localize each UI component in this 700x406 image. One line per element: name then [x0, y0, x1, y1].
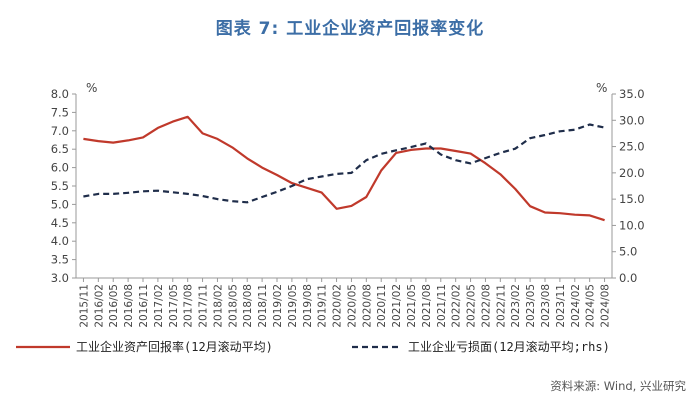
right-tick-label: 15.0: [619, 192, 645, 206]
left-tick-label: 7.0: [51, 124, 69, 138]
x-tick-label: 2021/05: [406, 284, 418, 328]
x-tick-label: 2018/02: [212, 284, 224, 328]
x-tick-label: 2021/08: [421, 284, 433, 328]
right-tick-label: 20.0: [619, 166, 645, 180]
legend-label-loss-ratio: 工业企业亏损面(12月滚动平均;rhs): [408, 339, 610, 354]
chart-lines: [83, 115, 605, 222]
x-tick-label: 2022/08: [480, 284, 492, 328]
source-note: 资料来源: Wind, 兴业研究: [550, 379, 686, 393]
left-tick-label: 4.5: [51, 216, 69, 230]
left-tick-label: 4.0: [51, 234, 69, 248]
right-tick-label: 10.0: [619, 218, 645, 232]
left-tick-label: 7.5: [51, 105, 69, 119]
left-tick-label: 6.5: [51, 142, 69, 156]
left-tick-label: 5.5: [51, 179, 69, 193]
left-unit-label: %: [86, 81, 97, 95]
right-tick-label: 25.0: [619, 140, 645, 154]
x-tick-label: 2023/02: [510, 284, 522, 328]
legend-label-return-rate: 工业企业资产回报率(12月滚动平均): [76, 339, 273, 354]
x-tick-label: 2017/08: [183, 284, 195, 328]
x-tick-label: 2021/02: [391, 284, 403, 328]
chart-legend: 工业企业资产回报率(12月滚动平均) 工业企业亏损面(12月滚动平均;rhs): [16, 339, 610, 354]
left-tick-label: 3.5: [51, 253, 69, 267]
x-tick-label: 2022/05: [466, 284, 478, 328]
x-tick-label: 2019/11: [317, 284, 329, 328]
series-line-return-rate: [83, 115, 605, 222]
x-tick-label: 2017/02: [153, 284, 165, 328]
chart-axes: [75, 94, 613, 279]
left-tick-label: 8.0: [51, 87, 69, 101]
x-tick-label: 2023/11: [555, 284, 567, 328]
x-tick-label: 2020/11: [376, 284, 388, 328]
x-tick-label: 2024/02: [570, 284, 582, 328]
x-tick-label: 2018/08: [242, 284, 254, 328]
x-tick-label: 2019/08: [302, 284, 314, 328]
x-tick-label: 2020/05: [346, 284, 358, 328]
series-line-loss-ratio: [83, 123, 605, 204]
x-tick-label: 2020/08: [361, 284, 373, 328]
x-tick-label: 2024/08: [600, 284, 612, 328]
right-unit-label: %: [596, 81, 607, 95]
right-tick-label: 5.0: [619, 245, 637, 259]
axis-ticks: 3.0 3.5 4.0 4.5 5.0 5.5 6.0 6.5 7.0 7.5 8.0 0.0 5.0 1…: [51, 81, 645, 328]
x-tick-label: 2023/08: [540, 284, 552, 328]
x-tick-label: 2022/11: [495, 284, 507, 328]
x-tick-label: 2017/05: [168, 284, 180, 328]
right-tick-label: 30.0: [619, 113, 645, 127]
left-tick-label: 3.0: [51, 271, 69, 285]
x-tick-label: 2023/05: [525, 284, 537, 328]
x-tick-label: 2016/05: [108, 284, 120, 328]
x-tick-label: 2017/11: [198, 284, 210, 328]
right-tick-label: 0.0: [619, 271, 637, 285]
x-tick-label: 2019/05: [287, 284, 299, 328]
x-tick-label: 2024/05: [585, 284, 597, 328]
left-tick-label: 6.0: [51, 161, 69, 175]
x-tick-label: 2022/02: [451, 284, 463, 328]
left-tick-label: 5.0: [51, 197, 69, 211]
x-tick-label: 2015/11: [78, 284, 90, 328]
x-tick-label: 2018/05: [227, 284, 239, 328]
x-tick-label: 2016/08: [123, 284, 135, 328]
x-tick-label: 2021/11: [436, 284, 448, 328]
figure-title: 图表 7: 工业企业资产回报率变化: [215, 19, 485, 39]
x-tick-label: 2016/11: [138, 284, 150, 328]
x-tick-label: 2016/02: [93, 284, 105, 328]
x-tick-label: 2018/11: [257, 284, 269, 328]
right-tick-label: 35.0: [619, 87, 645, 101]
x-tick-label: 2019/02: [272, 284, 284, 328]
x-tick-label: 2020/02: [332, 284, 344, 328]
